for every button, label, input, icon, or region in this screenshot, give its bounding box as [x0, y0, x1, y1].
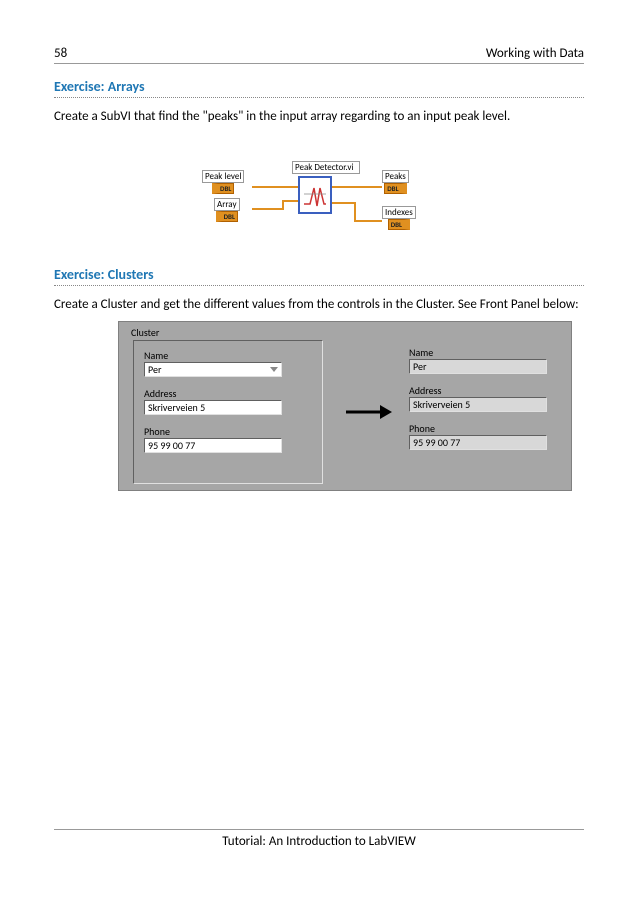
- phone-value-out: 95 99 00 77: [413, 435, 460, 450]
- address-output: Skriverveien 5: [409, 397, 547, 412]
- address-value-out: Skriverveien 5: [413, 397, 470, 412]
- address-label: Address: [144, 387, 312, 400]
- peak-detector-vi-node: [298, 176, 332, 214]
- dbl-icon: DBL: [216, 211, 238, 222]
- peak-level-node: Peak level DBL: [202, 170, 244, 194]
- page-footer: Tutorial: An Introduction to LabVIEW: [54, 829, 584, 849]
- footer-text: Tutorial: An Introduction to LabVIEW: [222, 834, 416, 849]
- phone-input[interactable]: 95 99 00 77: [144, 438, 282, 453]
- address-input[interactable]: Skriverveien 5: [144, 400, 282, 415]
- cluster-box: Name Per Address Skriverveien 5 Phone 95…: [133, 340, 323, 484]
- cluster-front-panel: Cluster Name Per Address Skriverveien 5 …: [118, 321, 572, 491]
- peak-detector-diagram: Peak level DBL Array DBL Peak Detector.v…: [194, 156, 444, 242]
- indexes-node: Indexes DBL: [382, 206, 416, 230]
- page-header: 58 Working with Data: [54, 46, 584, 64]
- phone-output: 95 99 00 77: [409, 435, 547, 450]
- peak-level-label: Peak level: [202, 170, 244, 183]
- address-value: Skriverveien 5: [148, 400, 205, 415]
- phone-label-out: Phone: [409, 422, 559, 435]
- exercise-arrays-text: Create a SubVI that find the "peaks" in …: [54, 108, 584, 126]
- arrow-icon: [346, 404, 392, 424]
- phone-value: 95 99 00 77: [148, 438, 195, 453]
- phone-label: Phone: [144, 425, 312, 438]
- dbl-icon: DBL: [384, 183, 406, 194]
- dbl-icon: DBL: [212, 183, 234, 194]
- page-number: 58: [54, 46, 67, 61]
- chapter-title: Working with Data: [486, 46, 584, 61]
- name-value-out: Per: [413, 359, 426, 374]
- name-label-out: Name: [409, 346, 559, 359]
- peak-detector-vi-label: Peak Detector.vi: [292, 161, 360, 174]
- cluster-outer-label: Cluster: [131, 326, 159, 339]
- name-value: Per: [148, 362, 161, 377]
- name-output: Per: [409, 359, 547, 374]
- exercise-clusters-text: Create a Cluster and get the different v…: [54, 296, 584, 314]
- name-label: Name: [144, 349, 312, 362]
- array-label: Array: [214, 198, 240, 211]
- dropdown-icon: [270, 367, 278, 372]
- address-label-out: Address: [409, 384, 559, 397]
- dbl-icon: DBL: [388, 219, 410, 230]
- array-node: Array DBL: [214, 198, 240, 222]
- peak-detector-vi-icon: [304, 182, 326, 208]
- exercise-arrays-title: Exercise: Arrays: [54, 78, 584, 98]
- peaks-label: Peaks: [382, 170, 409, 183]
- name-input[interactable]: Per: [144, 362, 282, 377]
- cluster-output: Name Per Address Skriverveien 5 Phone 95…: [409, 342, 559, 450]
- indexes-label: Indexes: [382, 206, 416, 219]
- exercise-clusters-title: Exercise: Clusters: [54, 266, 584, 286]
- peaks-node: Peaks DBL: [382, 170, 409, 194]
